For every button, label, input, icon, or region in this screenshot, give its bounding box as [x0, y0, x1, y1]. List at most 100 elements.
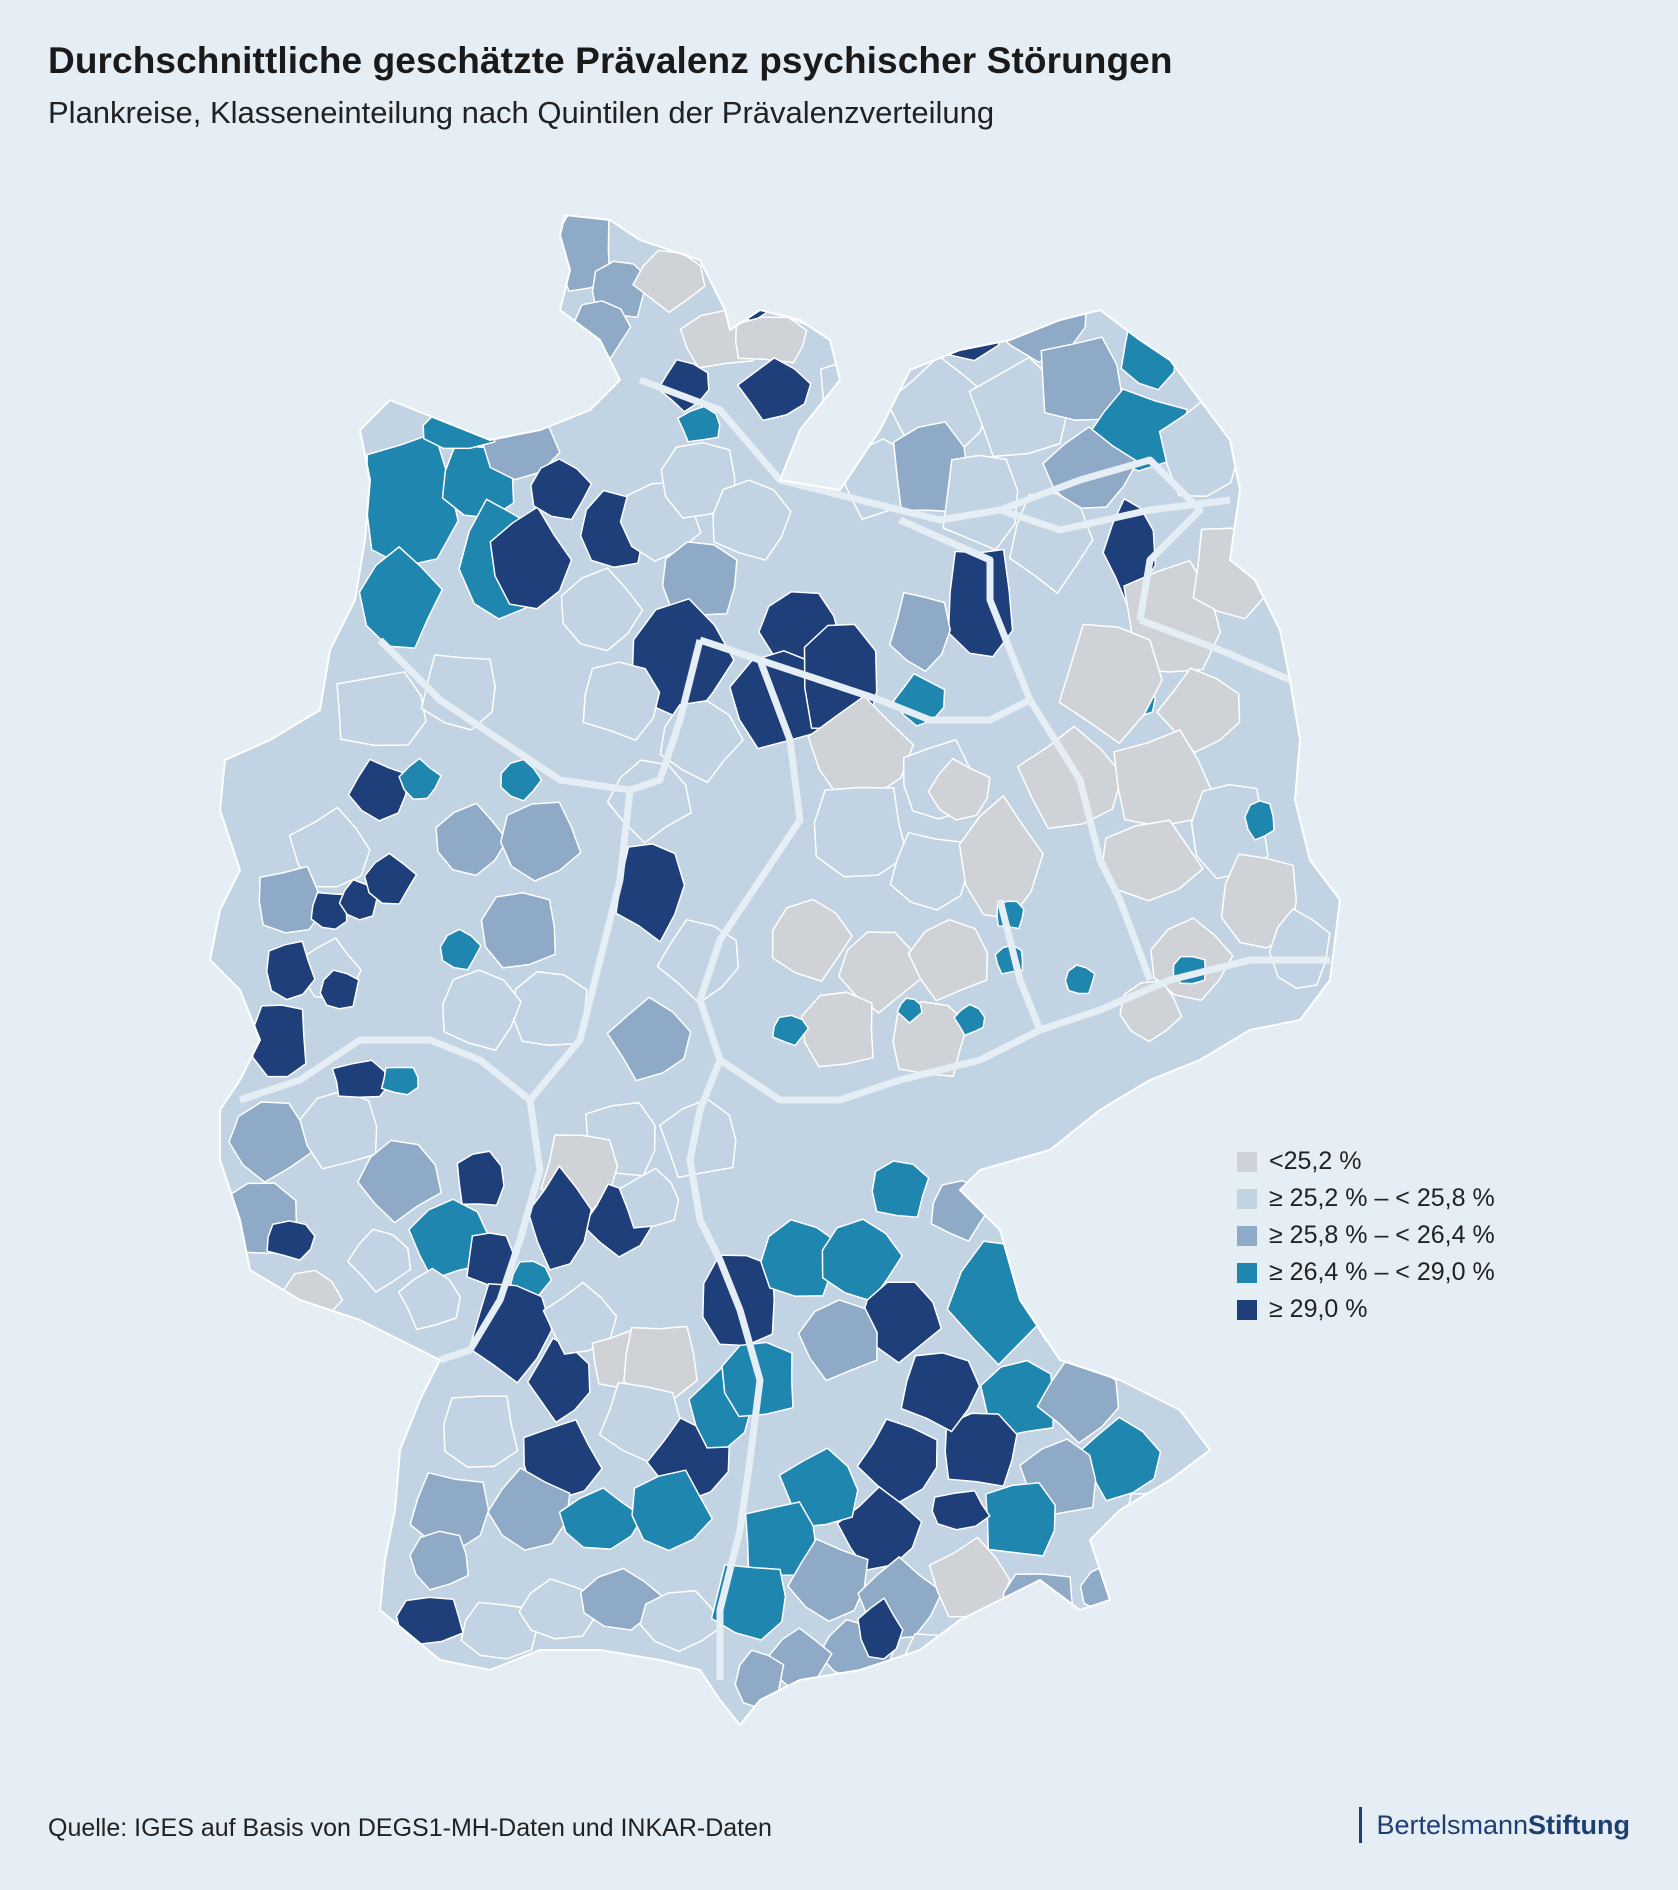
- district-region: [1064, 964, 1096, 995]
- district-region: [1002, 1573, 1076, 1629]
- bertelsmann-stiftung-logo: Bertelsmann Stiftung: [1359, 1807, 1630, 1843]
- district-region: [820, 356, 891, 432]
- legend-item-25-8-26-4: ≥ 25,8 % – < 26,4 %: [1237, 1217, 1495, 1254]
- logo-bar: [1359, 1807, 1363, 1843]
- district-region: [1268, 907, 1331, 989]
- district-region: [927, 757, 991, 821]
- district-region: [468, 1283, 553, 1384]
- district-region: [632, 249, 706, 314]
- legend-item-26-4-29-0: ≥ 26,4 % – < 29,0 %: [1237, 1254, 1495, 1291]
- district-region: [801, 991, 874, 1068]
- legend-label: ≥ 25,2 % – < 25,8 %: [1269, 1184, 1495, 1212]
- state-borders: [238, 376, 1330, 1680]
- chart-subtitle: Plankreise, Klasseneinteilung nach Quint…: [48, 95, 995, 130]
- district-region: [813, 786, 909, 878]
- district-region: [712, 479, 792, 561]
- legend-item-gte-29-0: ≥ 29,0 %: [1237, 1291, 1495, 1328]
- district-region: [771, 898, 854, 983]
- district-region: [760, 1218, 841, 1298]
- district-region: [542, 1281, 618, 1355]
- legend-label: <25,2 %: [1269, 1147, 1362, 1175]
- district-region: [439, 928, 482, 971]
- district-region: [409, 1530, 469, 1591]
- district-region: [265, 940, 316, 1001]
- district-region: [363, 852, 418, 905]
- district-region: [499, 801, 582, 882]
- district-region: [1036, 1358, 1120, 1444]
- district-region: [676, 405, 721, 443]
- district-region: [857, 1281, 943, 1364]
- district-region: [397, 1267, 462, 1331]
- district-region: [944, 1412, 1018, 1488]
- chart-title: Durchschnittliche geschätzte Prävalenz p…: [48, 40, 1173, 81]
- district-region: [1113, 728, 1213, 827]
- district-region: [228, 1101, 313, 1184]
- district-region: [356, 1139, 443, 1224]
- district-region: [460, 1601, 538, 1660]
- logo-text-regular: Bertelsmann: [1376, 1809, 1529, 1840]
- district-region: [744, 1501, 818, 1576]
- district-region: [901, 1633, 975, 1690]
- district-region: [489, 505, 573, 610]
- district-region: [358, 545, 444, 649]
- district-region: [258, 865, 325, 934]
- district-region: [251, 1004, 307, 1078]
- district-region: [857, 1596, 904, 1660]
- district-region: [299, 1090, 378, 1170]
- legend-label: ≥ 25,8 % – < 26,4 %: [1269, 1221, 1495, 1249]
- district-region: [618, 1167, 680, 1229]
- district-region: [420, 654, 496, 731]
- district-region: [511, 970, 588, 1047]
- district-region: [319, 969, 360, 1010]
- district-region: [1016, 725, 1124, 830]
- district-region: [336, 671, 427, 747]
- legend-label: ≥ 26,4 % – < 29,0 %: [1269, 1258, 1495, 1286]
- district-region: [771, 1014, 810, 1047]
- district-region: [526, 1337, 591, 1424]
- district-region: [266, 1220, 316, 1261]
- district-region: [1119, 1493, 1179, 1552]
- district-region: [660, 441, 737, 519]
- logo-text-bold: Stiftung: [1528, 1809, 1630, 1840]
- district-region: [907, 918, 989, 1002]
- district-region: [786, 1538, 869, 1623]
- district-region: [346, 1228, 412, 1294]
- district-region: [560, 567, 644, 652]
- district-region: [409, 1471, 490, 1552]
- legend-swatch: [1237, 1262, 1257, 1283]
- district-region: [606, 996, 692, 1082]
- germany-choropleth-map: [209, 214, 1341, 1726]
- district-region: [964, 1610, 1040, 1669]
- district-region: [953, 1003, 986, 1037]
- district-region: [631, 1469, 714, 1552]
- legend-swatch: [1237, 1151, 1257, 1172]
- district-region: [582, 661, 661, 742]
- district-region: [1101, 819, 1204, 902]
- district-region: [500, 758, 543, 802]
- source-note: Quelle: IGES auf Basis von DEGS1-MH-Date…: [48, 1814, 772, 1842]
- district-region: [1076, 1416, 1162, 1502]
- district-region: [480, 892, 557, 969]
- district-region: [736, 357, 812, 422]
- district-region: [1058, 623, 1163, 745]
- district-region: [1040, 336, 1123, 421]
- legend-swatch: [1237, 1225, 1257, 1246]
- district-region: [896, 997, 923, 1024]
- legend-label: ≥ 29,0 %: [1269, 1295, 1368, 1323]
- district-regions: [223, 215, 1331, 1710]
- district-region: [768, 1627, 833, 1690]
- district-region: [288, 806, 371, 888]
- district-region: [1244, 800, 1275, 841]
- district-region: [380, 1066, 419, 1096]
- district-region: [734, 316, 808, 364]
- district-region: [398, 757, 443, 801]
- district-region: [871, 1160, 930, 1218]
- legend-swatch: [1237, 1299, 1257, 1320]
- district-region: [456, 1150, 505, 1206]
- district-region: [487, 1467, 571, 1552]
- district-region: [821, 1218, 904, 1302]
- district-region: [442, 969, 522, 1051]
- district-region: [888, 591, 951, 673]
- legend-item-25-2-25-8: ≥ 25,2 % – < 25,8 %: [1237, 1180, 1495, 1217]
- district-region: [527, 1164, 593, 1271]
